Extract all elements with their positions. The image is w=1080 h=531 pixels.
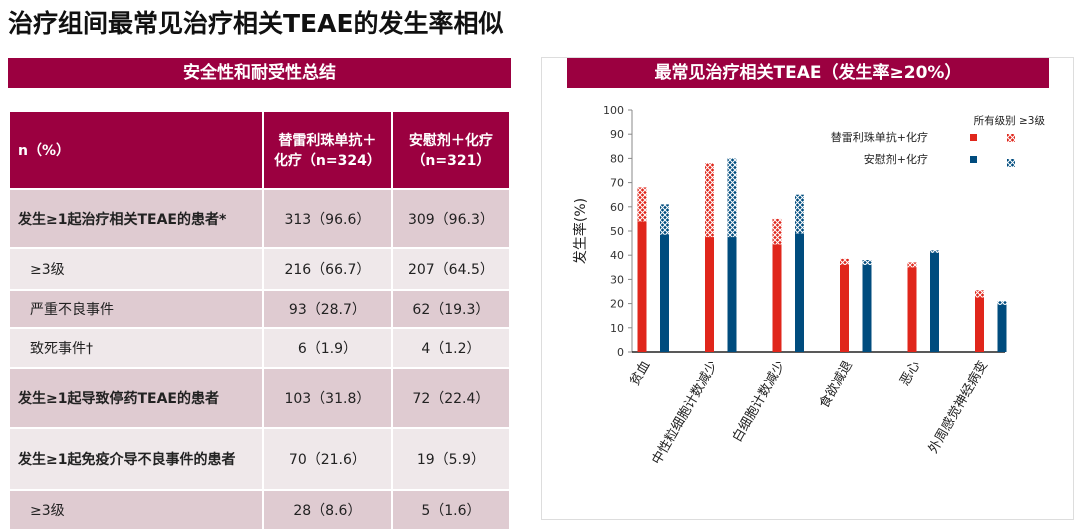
bar-hatched [772,218,782,245]
bar-solid [660,234,669,352]
x-tick-label: 外周感觉神经病变 [925,358,991,456]
row-label: 发生≥1起导致停药TEAE的患者 [8,367,264,429]
header-tislelizumab: 替雷利珠单抗＋化疗（n=324） [262,110,393,190]
y-tick-label: 60 [610,201,624,214]
y-tick-label: 0 [617,346,624,359]
value-placebo: 4（1.2） [390,327,512,369]
safety-summary-title: 安全性和耐受性总结 [8,58,511,88]
bar-solid [907,267,917,352]
table-row: 致死事件† 6（1.9） 4（1.2） [8,327,512,369]
bar-hatched [997,301,1007,305]
bar-hatched [660,204,669,235]
bar-hatched [975,290,984,298]
y-tick-label: 20 [610,298,624,311]
value-placebo: 19（5.9） [390,427,512,491]
bar-hatched [727,158,737,238]
safety-table: n（%） 替雷利珠单抗＋化疗（n=324） 安慰剂＋化疗（n=321） 发生≥1… [8,110,512,531]
value-tislelizumab: 70（21.6） [262,427,393,491]
value-tislelizumab: 313（96.6） [262,188,393,249]
legend-swatch-solid [970,156,977,163]
bar-solid [637,221,647,352]
header-placebo: 安慰剂＋化疗（n=321） [390,110,512,190]
y-tick-label: 10 [610,322,624,335]
value-placebo: 207（64.5） [390,247,512,291]
value-tislelizumab: 216（66.7） [262,247,393,291]
row-label: 发生≥1起治疗相关TEAE的患者* [8,188,264,249]
bar-hatched [637,187,647,222]
table-row: 发生≥1起导致停药TEAE的患者 103（31.8） 72（22.4） [8,367,512,429]
header-n: n（%） [8,110,264,190]
y-tick-label: 30 [610,273,624,286]
legend-swatch-hatched [1007,134,1015,142]
value-placebo: 72（22.4） [390,367,512,429]
bar-solid [795,233,804,352]
chart-panel [541,57,1074,520]
value-tislelizumab: 93（28.7） [262,289,393,329]
value-tislelizumab: 103（31.8） [262,367,393,429]
y-tick-label: 80 [610,152,624,165]
y-tick-label: 50 [610,225,624,238]
table-row: ≥3级 216（66.7） 207（64.5） [8,247,512,291]
row-label: 致死事件† [8,327,264,369]
table-row: 严重不良事件 93（28.7） 62（19.3） [8,289,512,329]
x-tick-label: 恶心 [897,359,923,389]
bar-hatched [795,194,804,234]
chart-title: 最常见治疗相关TEAE（发生率≥20%） [567,58,1049,88]
bar-hatched [930,250,939,253]
bar-solid [997,304,1007,352]
legend-swatch-solid [970,134,977,141]
legend-header: 所有级别 ≥3级 [974,114,1046,127]
table-row: 发生≥1起治疗相关TEAE的患者* 313（96.6） 309（96.3） [8,188,512,249]
table-row: 发生≥1起免疫介导不良事件的患者 70（21.6） 19（5.9） [8,427,512,491]
bar-hatched [907,262,917,268]
y-tick-label: 90 [610,128,624,141]
value-placebo: 62（19.3） [390,289,512,329]
bar-hatched [840,258,849,265]
y-tick-label: 40 [610,249,624,262]
bar-hatched [862,260,872,265]
y-tick-label: 70 [610,177,624,190]
bar-solid [975,297,984,352]
row-label: ≥3级 [8,247,264,291]
bar-solid [727,237,737,352]
bar-solid [772,244,782,352]
x-tick-label: 贫血 [627,358,654,389]
value-tislelizumab: 6（1.9） [262,327,393,369]
legend-swatch-hatched [1007,159,1015,167]
y-tick-label: 100 [603,104,624,117]
x-tick-label: 白细胞计数减少 [729,358,788,445]
x-tick-label: 中性粒细胞计数减少 [649,359,720,468]
value-placebo: 309（96.3） [390,188,512,249]
page-title: 治疗组间最常见治疗相关TEAE的发生率相似 [8,9,504,38]
bar-solid [930,252,939,352]
bar-hatched [705,163,714,238]
legend-label: 安慰剂+化疗 [864,152,928,166]
row-label: 严重不良事件 [8,289,264,329]
y-axis-label: 发生率(%) [572,198,589,264]
bar-solid [862,264,872,352]
legend-label: 替雷利珠单抗+化疗 [831,130,928,144]
x-tick-label: 食欲减退 [816,358,856,411]
bar-solid [840,264,849,352]
bar-solid [705,237,714,352]
row-label: 发生≥1起免疫介导不良事件的患者 [8,427,264,491]
